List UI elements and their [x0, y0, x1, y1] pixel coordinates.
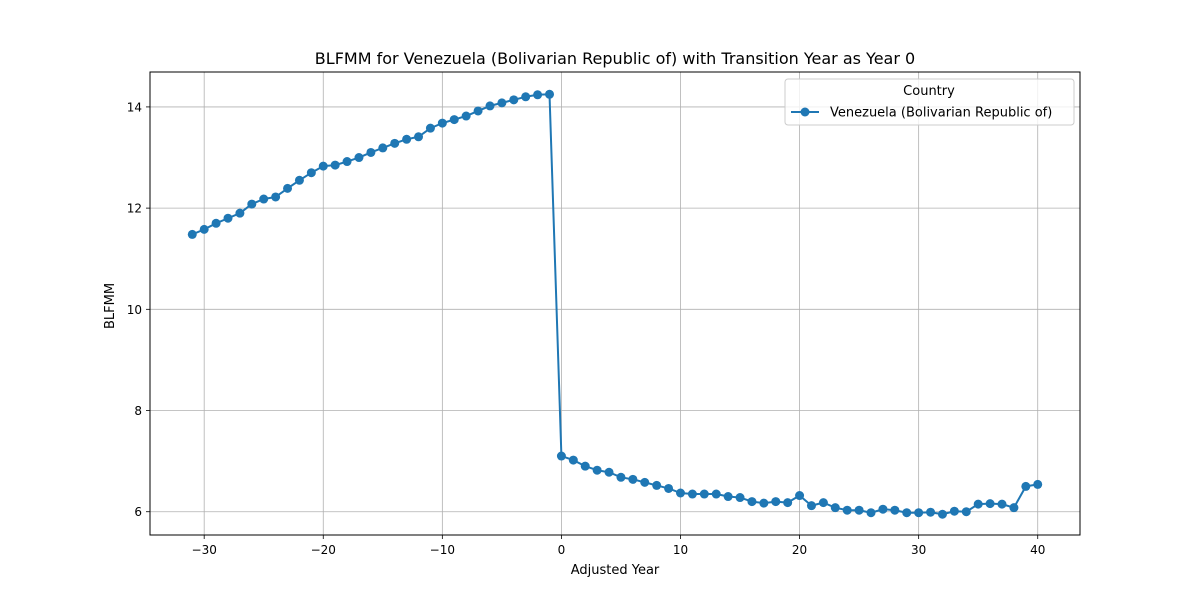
- chart-title: BLFMM for Venezuela (Bolivarian Republic…: [315, 49, 915, 68]
- data-point: [283, 183, 293, 193]
- data-point: [759, 498, 769, 508]
- data-point: [473, 106, 483, 116]
- data-point: [330, 160, 340, 170]
- data-point: [437, 118, 447, 128]
- legend-title: Country: [903, 84, 955, 99]
- data-point: [937, 509, 947, 519]
- y-tick-label: 12: [127, 202, 142, 216]
- data-point: [521, 92, 531, 102]
- data-point: [211, 218, 221, 228]
- data-point: [866, 508, 876, 518]
- data-point: [961, 507, 971, 517]
- grid: [150, 72, 1080, 535]
- data-point: [568, 455, 578, 465]
- data-point: [402, 134, 412, 144]
- x-axis-label: Adjusted Year: [571, 563, 660, 578]
- data-point: [592, 465, 602, 475]
- data-point: [628, 474, 638, 484]
- data-point: [461, 111, 471, 121]
- data-point: [199, 224, 209, 234]
- data-point: [997, 499, 1007, 509]
- data-point: [247, 199, 257, 209]
- data-point: [556, 451, 566, 461]
- data-point: [985, 499, 995, 509]
- y-tick-label: 14: [127, 100, 142, 114]
- data-point: [735, 493, 745, 503]
- legend: Country Venezuela (Bolivarian Republic o…: [784, 78, 1075, 126]
- data-point: [580, 461, 590, 471]
- data-point: [1021, 481, 1031, 491]
- legend-label: Venezuela (Bolivarian Republic of): [830, 106, 1052, 121]
- y-tick-label: 10: [127, 303, 142, 317]
- data-point: [414, 132, 424, 142]
- data-point: [675, 488, 685, 498]
- x-tick-label: 40: [1030, 543, 1045, 557]
- x-tick-label: 0: [558, 543, 566, 557]
- data-point: [259, 194, 269, 204]
- legend-point-marker: [800, 107, 810, 117]
- data-point: [616, 472, 626, 482]
- data-point: [699, 489, 709, 499]
- data-point: [1033, 479, 1043, 489]
- data-point: [711, 489, 721, 499]
- legend-box: [784, 78, 1075, 126]
- y-axis-label: BLFMM: [103, 283, 118, 329]
- x-tick-label: −10: [430, 543, 455, 557]
- series-layer: [187, 89, 1043, 519]
- data-point: [533, 90, 543, 100]
- data-point: [497, 98, 507, 108]
- data-point: [378, 143, 388, 153]
- data-point: [795, 491, 805, 501]
- data-point: [664, 483, 674, 493]
- data-point: [806, 501, 816, 511]
- data-point: [449, 115, 459, 125]
- x-tick-label: −30: [192, 543, 217, 557]
- data-point: [830, 503, 840, 513]
- data-point: [485, 101, 495, 111]
- data-point: [509, 95, 519, 105]
- x-tick-label: 30: [911, 543, 926, 557]
- data-point: [949, 506, 959, 516]
- data-point: [652, 480, 662, 490]
- data-point: [545, 89, 555, 99]
- data-point: [1009, 503, 1019, 513]
- data-point: [187, 229, 197, 239]
- y-tick-label: 6: [134, 505, 142, 519]
- data-point: [604, 467, 614, 477]
- data-point: [854, 505, 864, 515]
- y-tick-label: 8: [134, 404, 142, 418]
- data-point: [294, 175, 304, 185]
- data-point: [818, 498, 828, 508]
- data-point: [390, 138, 400, 148]
- data-point: [723, 492, 733, 502]
- x-tick-label: 10: [673, 543, 688, 557]
- data-point: [973, 499, 983, 509]
- data-point: [878, 504, 888, 514]
- data-point: [425, 123, 435, 133]
- data-point: [783, 498, 793, 508]
- data-point: [318, 161, 328, 171]
- data-point: [914, 508, 924, 518]
- x-axis-ticks: −30 −20 −10 0 10 20 30 40: [192, 535, 1045, 557]
- data-point: [223, 213, 233, 223]
- data-point: [366, 147, 376, 157]
- data-point: [271, 192, 281, 202]
- x-tick-label: −20: [311, 543, 336, 557]
- data-point: [687, 489, 697, 499]
- x-tick-label: 20: [792, 543, 807, 557]
- data-point: [354, 153, 364, 163]
- data-point: [747, 497, 757, 507]
- data-point: [306, 168, 316, 178]
- data-point: [235, 208, 245, 218]
- data-point: [842, 505, 852, 515]
- data-point: [640, 477, 650, 487]
- data-point: [342, 157, 352, 167]
- plot-frame: [149, 71, 1081, 536]
- data-point: [890, 505, 900, 515]
- data-point: [771, 497, 781, 507]
- data-point: [902, 508, 912, 518]
- y-axis-ticks: 6 8 10 12 14: [127, 100, 150, 519]
- data-point: [926, 507, 936, 517]
